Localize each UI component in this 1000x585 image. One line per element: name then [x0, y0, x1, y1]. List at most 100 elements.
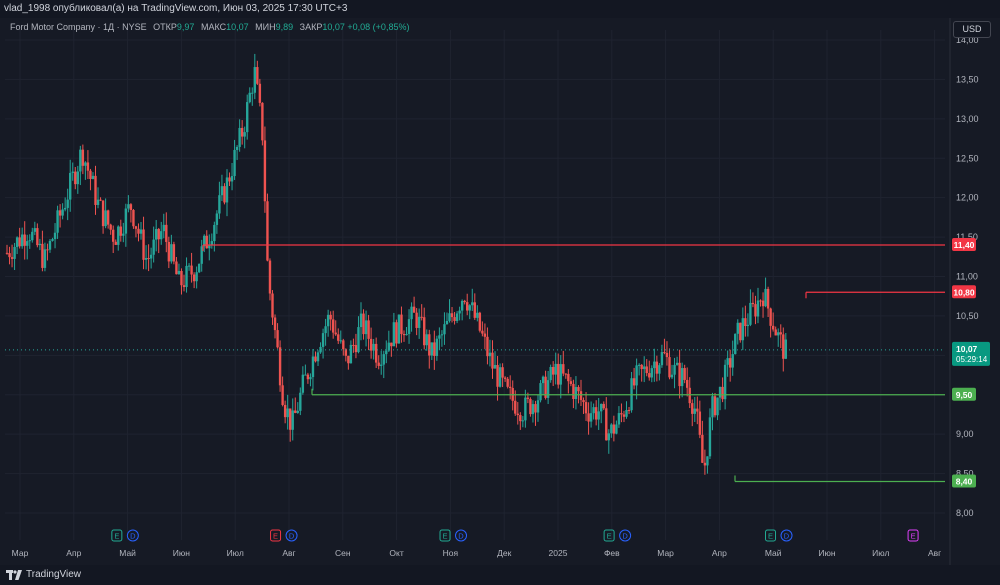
candle-body [463, 300, 466, 303]
candle-body [397, 314, 401, 344]
candle-body [640, 364, 643, 370]
candle-body [637, 364, 641, 366]
candle-body [622, 414, 626, 417]
candle-body [154, 229, 158, 240]
candle-body [359, 313, 363, 328]
candle-body [137, 228, 140, 234]
candle-body [314, 356, 317, 362]
candle-body [220, 186, 224, 196]
candle-body [594, 407, 598, 420]
candle-body [766, 288, 770, 309]
candle-body [577, 387, 580, 392]
candle-body [458, 310, 461, 314]
candle-body [129, 204, 133, 210]
time-tick-label: Мар [657, 548, 674, 558]
candle-body [238, 127, 241, 147]
price-tick-label: 12,00 [956, 193, 979, 203]
candle-body [175, 261, 178, 275]
candle-body [311, 356, 315, 378]
candle-body [96, 199, 100, 205]
candle-body [205, 235, 208, 249]
candle-body [248, 92, 251, 103]
candle-body [208, 244, 211, 249]
earnings-marker-icon [111, 529, 123, 542]
dividend-marker-icon [455, 529, 468, 542]
candle-body [751, 302, 755, 305]
candles [5, 53, 788, 475]
candle-body [774, 329, 777, 336]
time-tick-label: Авг [928, 548, 941, 558]
candle-body [501, 367, 504, 378]
candle-body [562, 364, 565, 374]
candle-body [746, 324, 750, 327]
time-tick-label: Июн [173, 548, 190, 558]
price-tick-label: 9,00 [956, 429, 974, 439]
candle-body [81, 149, 85, 166]
candle-body [69, 172, 72, 200]
candle-body [569, 381, 573, 384]
last-price-badge [952, 341, 990, 366]
candle-body [240, 127, 244, 137]
candle-body [289, 408, 292, 430]
candle-body [56, 210, 59, 233]
candle-body [79, 149, 82, 172]
candle-body [192, 274, 196, 282]
candle-body [197, 263, 201, 273]
candle-body [549, 366, 552, 381]
candle-body [698, 411, 702, 435]
time-tick-label: 2025 [549, 548, 568, 558]
price-tick-label: 8,00 [956, 508, 974, 518]
tradingview-brand[interactable]: TradingView [6, 569, 81, 580]
candle-body [392, 322, 396, 347]
candle-body [703, 462, 707, 466]
candle-body [663, 352, 666, 354]
candle-body [152, 239, 155, 255]
candle-body [101, 200, 105, 227]
candle-body [658, 365, 661, 374]
close-label: ЗАКР [299, 22, 323, 32]
candle-body [124, 208, 128, 234]
dividend-marker-label: D [622, 532, 628, 541]
candle-body [180, 270, 183, 286]
candle-body [374, 343, 378, 363]
candle-body [5, 252, 9, 254]
candle-body [266, 201, 269, 261]
level-label: 8,40 [956, 476, 973, 486]
candle-body [162, 224, 165, 232]
high-value: 10,07 [226, 22, 249, 32]
time-tick-label: Июл [227, 548, 244, 558]
candle-body [347, 355, 350, 364]
candle-body [182, 285, 186, 288]
candle-body [675, 362, 679, 365]
candle-body [734, 333, 737, 355]
candle-body [691, 403, 694, 414]
candle-body [473, 302, 476, 318]
currency-button[interactable]: USD [953, 21, 991, 38]
earnings-marker-icon [439, 529, 451, 542]
price-tick-label: 8,50 [956, 469, 974, 479]
candle-body [377, 362, 380, 366]
candle-body [94, 175, 97, 205]
candle-body [142, 229, 145, 260]
earnings-marker-label: E [768, 532, 773, 541]
price-levels [5, 244, 945, 483]
candle-body [713, 396, 717, 416]
candle-body [91, 175, 95, 179]
candle-body [276, 330, 279, 348]
candle-body [13, 246, 16, 259]
candle-body [514, 400, 517, 414]
candle-body [253, 67, 257, 93]
time-tick-label: Окт [389, 548, 403, 558]
candle-body [771, 325, 775, 330]
change-value: +0,08 (+0,85%) [347, 22, 410, 32]
candle-body [319, 346, 322, 353]
candle-body [708, 417, 712, 457]
candle-body [405, 334, 408, 336]
candle-body [119, 226, 122, 236]
candle-body [536, 400, 540, 413]
candle-body [58, 210, 62, 216]
price-tick-label: 12,50 [956, 153, 979, 163]
candle-body [761, 300, 765, 307]
candle-body [33, 228, 37, 232]
